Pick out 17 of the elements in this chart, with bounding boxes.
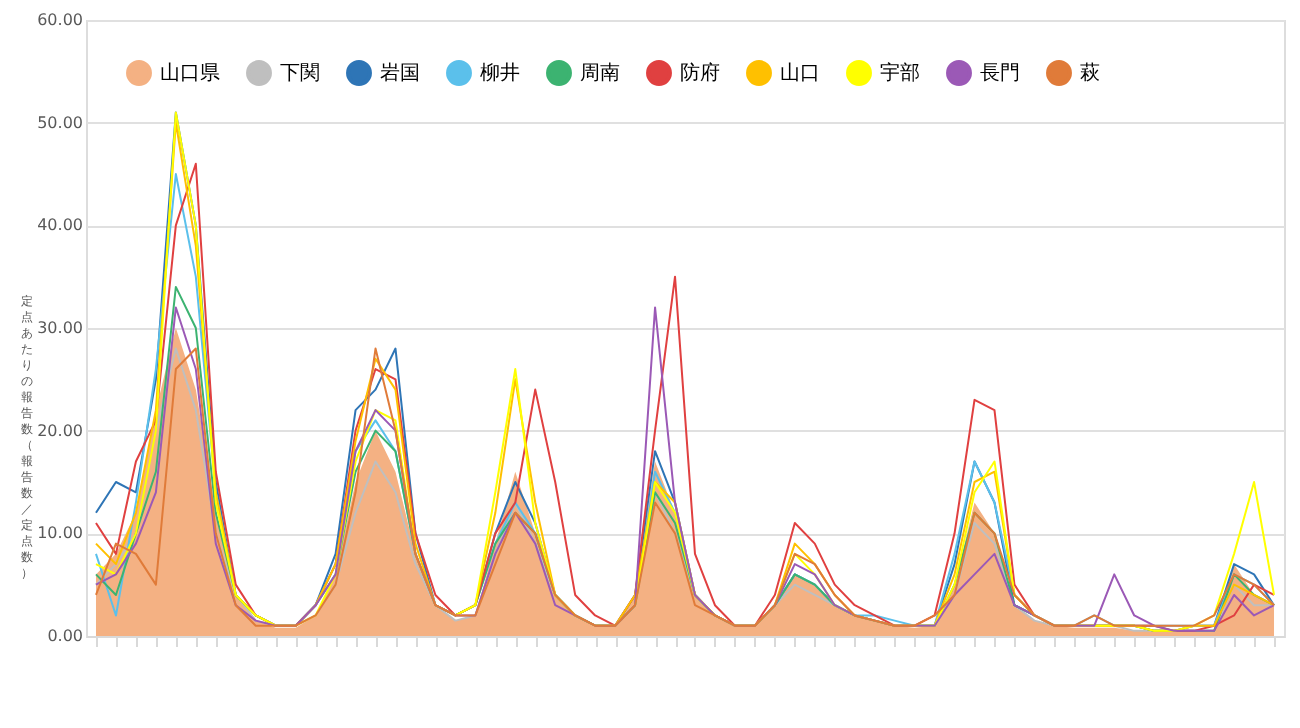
y-tick-label: 0.00: [47, 627, 83, 645]
y-tick-label: 10.00: [37, 524, 83, 543]
y-tick-label: 20.00: [37, 421, 83, 440]
legend-label: 山口: [780, 61, 820, 86]
legend-label: 防府: [680, 61, 720, 86]
legend-label: 柳井: [480, 61, 520, 86]
legend-label: 長門: [980, 63, 1020, 86]
legend-label: 下関: [280, 63, 320, 86]
legend-label: 岩国: [380, 61, 420, 86]
legend-label: 宇部: [880, 61, 920, 86]
legend-label: 萩: [1080, 61, 1100, 86]
y-tick-label: 40.00: [37, 216, 83, 235]
legend-label: 山口県: [160, 61, 220, 86]
y-tick-label: 50.00: [37, 113, 83, 132]
y-tick-label: 30.00: [37, 319, 83, 337]
legend-label: 周南: [580, 61, 620, 86]
y-tick-label: 60.00: [37, 11, 83, 29]
